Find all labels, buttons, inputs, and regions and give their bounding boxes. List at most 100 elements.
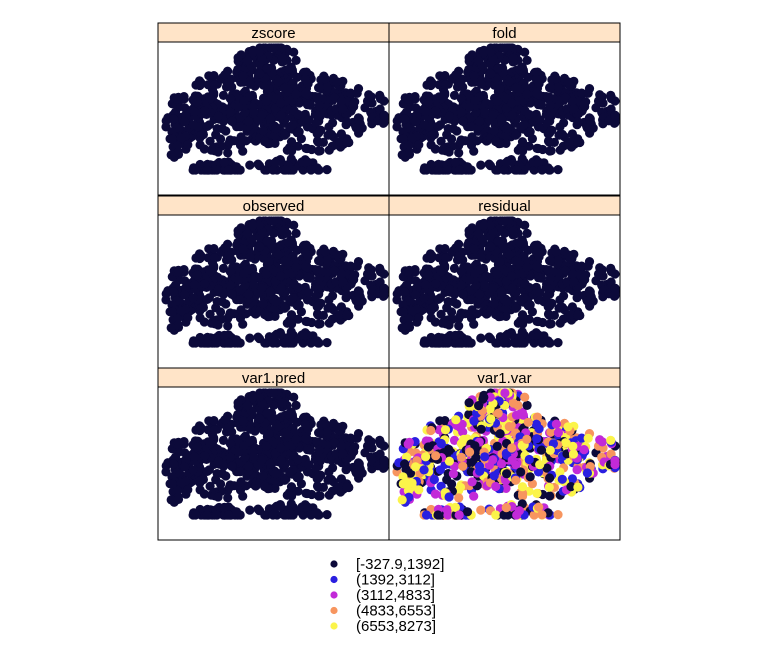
data-point <box>223 338 233 348</box>
data-point <box>271 124 281 134</box>
data-point <box>454 510 464 520</box>
point-layer <box>161 43 389 175</box>
data-point <box>480 107 490 117</box>
data-point <box>223 493 233 503</box>
data-point <box>375 435 385 445</box>
data-point <box>573 137 583 147</box>
data-point <box>579 445 589 455</box>
data-point <box>568 449 579 459</box>
data-point <box>264 84 274 94</box>
data-point <box>291 55 301 65</box>
data-point <box>502 297 512 307</box>
data-point <box>271 469 281 479</box>
data-point <box>456 452 466 462</box>
data-point <box>190 338 201 348</box>
data-point <box>447 479 457 489</box>
data-point <box>421 107 431 117</box>
data-point <box>520 47 530 57</box>
data-point <box>532 262 542 272</box>
data-point <box>213 147 223 157</box>
data-point <box>293 282 303 293</box>
data-point <box>546 82 556 92</box>
data-point <box>449 90 460 100</box>
legend-key <box>330 560 338 568</box>
data-point <box>456 439 466 449</box>
data-point <box>264 429 274 439</box>
data-point <box>435 293 445 303</box>
data-point <box>444 284 454 294</box>
data-point <box>579 273 589 283</box>
data-point <box>397 495 407 505</box>
legend-entry: (4833,6553] <box>330 603 436 620</box>
data-point <box>261 441 271 451</box>
data-point <box>440 71 450 81</box>
data-point <box>188 120 198 130</box>
data-point <box>403 141 413 151</box>
data-point <box>582 468 593 478</box>
data-point <box>305 100 316 110</box>
data-point <box>213 284 223 294</box>
data-point <box>204 465 214 475</box>
legend-key <box>330 591 338 599</box>
data-point <box>269 43 279 53</box>
data-point <box>522 434 532 444</box>
data-point <box>172 141 182 151</box>
data-point <box>315 82 325 92</box>
data-point <box>508 53 518 63</box>
data-point <box>491 481 501 492</box>
data-point <box>480 280 490 290</box>
data-point <box>304 460 314 470</box>
data-point <box>582 296 593 306</box>
data-point <box>239 96 249 106</box>
data-point <box>563 422 573 432</box>
data-point <box>209 425 220 435</box>
data-point <box>532 434 542 444</box>
data-point <box>464 226 474 236</box>
data-point <box>335 482 345 492</box>
data-point <box>507 443 517 453</box>
data-point <box>216 479 226 489</box>
data-point <box>532 240 543 250</box>
data-point <box>492 96 502 106</box>
data-point <box>212 510 222 520</box>
data-point <box>314 491 324 501</box>
data-point <box>218 435 229 445</box>
data-point <box>433 338 443 348</box>
data-point <box>202 165 212 175</box>
data-point <box>553 427 564 438</box>
data-point <box>260 338 270 348</box>
data-point <box>268 338 278 348</box>
panel-residual: residual <box>388 195 621 369</box>
data-point <box>557 302 567 312</box>
data-point <box>465 102 475 112</box>
data-point <box>507 455 517 465</box>
data-point <box>448 469 458 479</box>
data-point <box>447 307 457 317</box>
data-point <box>455 310 466 320</box>
data-point <box>324 122 334 132</box>
data-point <box>205 266 215 277</box>
data-point <box>433 510 443 520</box>
data-point <box>536 100 547 110</box>
data-point <box>447 134 457 144</box>
data-point <box>315 427 325 437</box>
data-point <box>352 433 362 443</box>
data-point <box>320 247 330 257</box>
data-point <box>304 115 314 125</box>
data-point <box>239 441 249 451</box>
data-point <box>474 401 484 411</box>
data-point <box>243 229 253 239</box>
legend-label: (3112,4833] <box>356 587 435 604</box>
data-point <box>469 71 479 81</box>
data-point <box>557 474 567 484</box>
data-point <box>281 338 291 348</box>
legend-entry: (3112,4833] <box>330 587 435 604</box>
data-point <box>568 104 579 114</box>
data-point <box>426 80 436 91</box>
data-point <box>188 293 198 303</box>
data-point <box>561 266 571 276</box>
data-point <box>444 492 454 502</box>
data-point <box>169 459 179 469</box>
data-point <box>200 279 210 289</box>
data-point <box>326 474 336 484</box>
